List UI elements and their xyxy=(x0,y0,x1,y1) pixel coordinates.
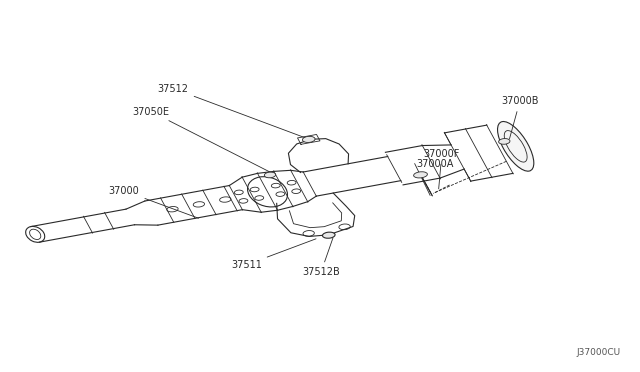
Text: J37000CU: J37000CU xyxy=(577,348,621,357)
Text: 37512: 37512 xyxy=(158,84,306,138)
Text: 37050E: 37050E xyxy=(132,107,273,174)
Text: 37000B: 37000B xyxy=(501,96,539,139)
Text: 37000A: 37000A xyxy=(416,159,453,169)
Ellipse shape xyxy=(303,137,315,142)
Ellipse shape xyxy=(497,122,534,171)
Text: 37511: 37511 xyxy=(231,239,316,270)
Ellipse shape xyxy=(323,232,335,238)
Text: 37512B: 37512B xyxy=(302,238,340,277)
Text: 37000: 37000 xyxy=(109,186,198,218)
Ellipse shape xyxy=(499,138,510,144)
Text: 37000F: 37000F xyxy=(424,149,460,189)
Ellipse shape xyxy=(264,172,276,178)
Ellipse shape xyxy=(413,172,428,178)
